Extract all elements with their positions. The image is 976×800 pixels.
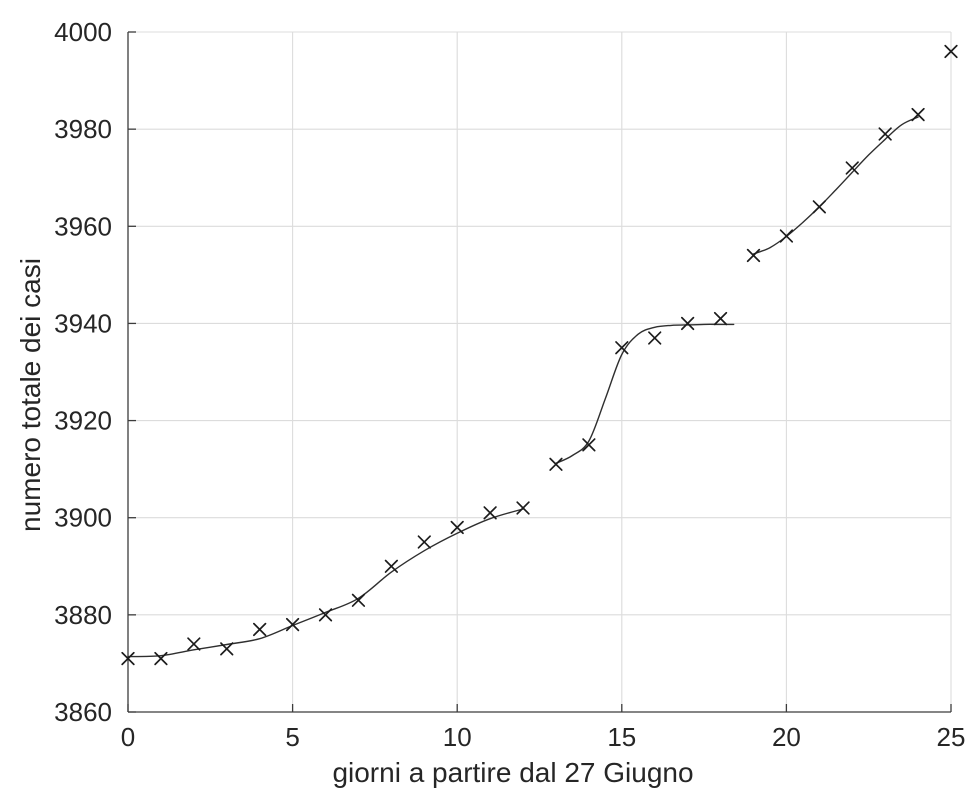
data-point-marker: [746, 248, 761, 263]
data-point-marker: [450, 520, 464, 535]
y-tick-label: 3900: [54, 503, 112, 533]
data-point-marker: [911, 107, 925, 122]
data-point-marker: [121, 651, 135, 666]
marker-stroke: [680, 316, 695, 331]
marker-stroke: [878, 127, 892, 141]
fit-curve-segment: [127, 508, 524, 658]
marker-stroke: [648, 331, 662, 345]
marker-stroke: [549, 457, 563, 471]
marker-stroke: [253, 622, 267, 637]
x-axis-title: giorni a partire dal 27 Giugno: [332, 757, 693, 788]
y-axis-title: numero totale dei casi: [15, 258, 46, 532]
data-point-marker: [220, 642, 234, 656]
marker-stroke: [812, 200, 826, 214]
x-tick-label: 25: [937, 722, 966, 752]
y-tick-label: 3860: [54, 697, 112, 727]
marker-stroke: [318, 608, 333, 622]
data-point-marker: [713, 311, 728, 326]
marker-stroke: [779, 229, 794, 243]
data-point-marker: [253, 622, 267, 637]
y-tick-label: 3880: [54, 600, 112, 630]
data-point-marker: [384, 559, 399, 573]
x-tick-label: 15: [607, 722, 636, 752]
data-point-marker: [615, 341, 629, 355]
marker-stroke: [713, 311, 728, 326]
data-point-marker: [779, 229, 794, 243]
data-point-marker: [944, 44, 958, 59]
marker-stroke: [615, 341, 629, 355]
marker-stroke: [417, 535, 431, 549]
data-point-marker: [582, 438, 596, 452]
marker-stroke: [450, 520, 464, 535]
x-tick-label: 20: [772, 722, 801, 752]
marker-stroke: [911, 107, 925, 122]
data-point-marker: [680, 316, 695, 331]
data-point-marker: [154, 651, 168, 666]
marker-stroke: [187, 637, 201, 651]
marker-stroke: [483, 506, 497, 520]
y-tick-label: 4000: [54, 17, 112, 47]
y-tick-label: 3940: [54, 308, 112, 338]
marker-stroke: [351, 593, 366, 607]
marker-stroke: [384, 559, 399, 573]
marker-stroke: [285, 617, 300, 632]
data-point-marker: [187, 637, 201, 651]
marker-stroke: [516, 501, 530, 515]
marker-stroke: [154, 651, 168, 666]
data-point-marker: [516, 501, 530, 515]
y-tick-label: 3920: [54, 406, 112, 436]
data-point-marker: [285, 617, 300, 632]
data-point-marker: [845, 161, 859, 175]
x-tick-label: 5: [285, 722, 299, 752]
marker-stroke: [582, 438, 596, 452]
data-point-marker: [549, 457, 563, 471]
x-tick-label: 0: [121, 722, 135, 752]
marker-stroke: [121, 651, 135, 666]
data-point-marker: [318, 608, 333, 622]
y-tick-label: 3960: [54, 211, 112, 241]
data-point-marker: [812, 200, 826, 214]
x-tick-label: 10: [443, 722, 472, 752]
marker-stroke: [845, 161, 859, 175]
data-point-marker: [483, 506, 497, 520]
data-point-marker: [878, 127, 892, 141]
data-point-marker: [351, 593, 366, 607]
marker-stroke: [746, 248, 761, 263]
y-tick-label: 3980: [54, 114, 112, 144]
data-point-marker: [417, 535, 431, 549]
marker-stroke: [944, 44, 958, 59]
data-point-marker: [648, 331, 662, 345]
marker-stroke: [220, 642, 234, 656]
